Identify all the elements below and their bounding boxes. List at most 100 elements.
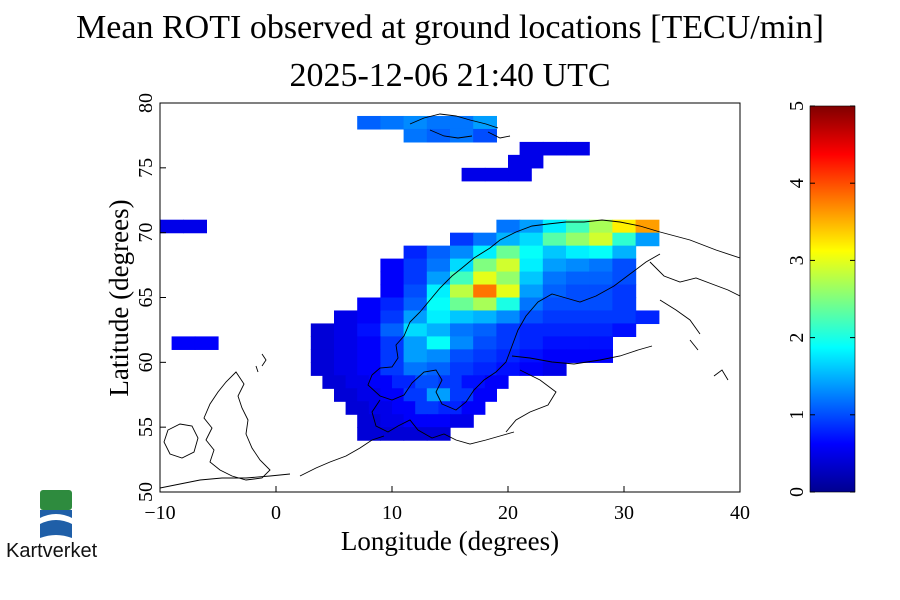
roti-cell [450,297,474,312]
roti-cell [334,323,358,337]
roti-cell [496,232,521,247]
roti-cell [380,271,405,286]
roti-cell [426,414,451,428]
roti-cell [612,323,637,337]
x-tick-label: 20 [498,502,518,524]
roti-cell [542,297,567,312]
roti-cell [519,232,544,247]
roti-cell [519,271,544,286]
roti-cell [496,310,521,325]
roti-cell [438,375,463,389]
roti-cell [310,362,335,376]
roti-cell [519,310,544,325]
roti-cell [426,258,451,273]
roti-cell [380,310,405,325]
roti-cell [426,310,451,325]
x-axis-label: Longitude (degrees) [341,526,559,556]
roti-cell [566,336,590,350]
colorbar-tick-label: 2 [786,333,808,343]
roti-cell [542,362,567,376]
roti-cell [426,284,451,299]
roti-cell [450,362,474,376]
x-tick-label: 30 [614,502,634,524]
roti-cell [415,375,439,389]
roti-cell [589,258,613,273]
roti-cell [403,427,428,441]
roti-cell [380,323,405,337]
roti-cell [450,258,474,273]
roti-cell [496,362,521,376]
roti-cell [566,284,590,299]
roti-cell [566,271,590,286]
roti-cell [612,297,637,312]
x-tick-label: 40 [730,502,750,524]
roti-cell [589,219,613,234]
logo-text: Kartverket [6,540,98,562]
roti-cell [368,375,393,389]
roti-cell [612,219,637,234]
roti-cell [496,245,521,260]
roti-cell [542,284,567,299]
roti-cell [403,271,428,286]
roti-cell [450,128,474,143]
roti-cell [566,219,590,234]
roti-cell [334,336,358,350]
roti-cell [380,297,405,312]
coastline-britain [203,371,271,481]
roti-cell [357,349,381,363]
roti-cell [380,258,405,273]
roti-cell [473,128,497,143]
roti-cell [519,284,544,299]
roti-cell [380,362,405,376]
roti-cell [589,323,613,337]
x-axis-ticks: −10 0 10 20 30 40 [144,486,750,524]
roti-cell [612,258,637,273]
roti-cell [496,336,521,350]
roti-cell [589,297,613,312]
roti-cell [357,427,381,441]
roti-cell [450,349,474,363]
roti-cell [450,414,474,428]
coastlines [160,113,740,489]
roti-cell [473,271,497,286]
roti-cell [496,258,521,273]
roti-cell [450,323,474,337]
roti-cell [357,323,381,337]
roti-cell [426,128,451,143]
y-tick-label: 80 [135,93,157,113]
roti-cell [426,245,451,260]
roti-cell [484,167,509,182]
roti-cell [403,414,428,428]
roti-cell [635,219,660,234]
roti-cell [473,362,497,376]
roti-cell [450,284,474,299]
roti-cell [519,297,544,312]
roti-cell [496,323,521,337]
roti-cell [160,219,184,234]
roti-cell [566,232,590,247]
kartverket-logo [40,490,72,538]
roti-cell [380,349,405,363]
y-axis-label: Latitude (degrees) [104,199,134,396]
roti-cell [357,297,381,312]
coastline-gulf-of-finland [505,345,653,433]
roti-cell [612,310,637,325]
y-tick-label: 70 [135,223,157,243]
logo-green-block [40,490,72,510]
roti-cell [473,336,497,350]
roti-cell [426,427,451,441]
roti-cell [473,258,497,273]
chart-subtitle: 2025-12-06 21:40 UTC [289,57,611,94]
roti-cell [415,401,439,415]
roti-cell [392,401,416,415]
colorbar-tick-label: 3 [786,255,808,265]
roti-cell [357,336,381,350]
roti-cell [473,349,497,363]
roti-cell [612,284,637,299]
roti-cell [473,388,497,402]
roti-cell [322,375,347,389]
coastline-denmark [371,399,515,445]
roti-cell [542,323,567,337]
roti-cell [450,336,474,350]
roti-cell [542,336,567,350]
